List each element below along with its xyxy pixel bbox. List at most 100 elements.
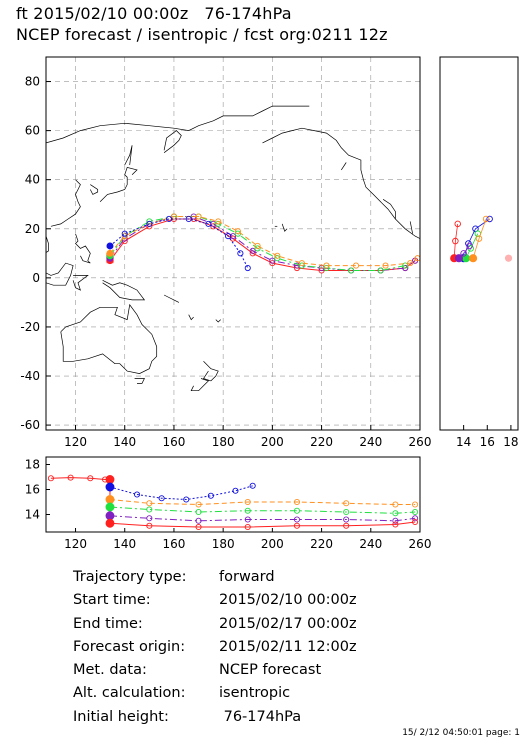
timestamp-footer: 15/ 2/12 04:50:01 page: 1 [402,728,520,738]
x-tick-label: 160 [162,435,185,449]
y-tick-label: 40 [25,173,40,187]
height-point-purple [392,517,399,524]
trajectory-point-green [274,255,281,262]
height-point-red [343,522,350,529]
x-tick-label: 140 [113,435,136,449]
height-point-red [87,475,94,482]
height-point-orange [244,498,251,506]
height-point-green [105,502,115,512]
trajectory-line-red [109,218,416,271]
height-point-blue [105,482,115,492]
height-point-green [293,507,301,514]
coastline [341,162,347,171]
start-point-orange [106,249,114,257]
side-point-purple [454,254,463,263]
info-label: Met. data: [73,662,147,679]
trajectory-point-red [210,223,217,230]
info-row: Trajectory type: forward [73,566,357,589]
height-panel-axes: 120 140 160 180 200 220 240 260 14 16 18 [25,458,432,551]
height-point-green [343,508,350,516]
coastline [124,145,133,166]
height-point-red [195,523,202,531]
y-tick-label: 60 [25,124,40,138]
height-point-orange [146,500,153,507]
trajectory-point-orange [382,262,389,269]
height-x-tick-label: 180 [212,537,235,550]
trajectory-point-blue [165,215,173,223]
height-point-orange [195,501,202,508]
height-point-green [146,506,153,513]
height-point-purple [293,516,301,523]
info-value: isentropic [219,685,291,702]
trajectory-point-orange [234,228,241,235]
x-tick-label: 260 [409,435,432,449]
coastline [50,179,81,227]
y-tick-label: -40 [20,369,40,383]
side-x-tick-label: 18 [503,435,518,449]
height-x-tick-label: 120 [64,537,87,550]
height-point-green [412,508,419,516]
x-tick-label: 240 [359,435,382,449]
info-value: 2015/02/17 00:00z [219,615,357,632]
trajectory-map-panel: 120 140 160 180 200 220 240 260 -60 -40 -20 0 20 40 60… [20,56,519,449]
info-label: Forecast origin: [73,638,186,655]
trajectory-point-orange [407,260,414,267]
trajectory-point-green [254,245,261,252]
height-point-red [293,522,301,529]
info-row: Alt. calculation: isentropic [73,682,357,705]
trajectory-point-green [402,262,409,269]
height-profile-panel: 120 140 160 180 200 220 240 260 14 16 18 [25,456,432,551]
info-row: Start time: 2015/02/10 00:00z [73,589,357,612]
height-point-blue [249,482,256,489]
trajectory-point-orange [254,242,261,250]
coastline [75,233,91,264]
coastline [215,319,221,323]
side-panel-axes: 14 16 18 [456,425,519,449]
trajectory-point-orange [298,260,305,267]
coastline [60,303,158,374]
side-start-marker [504,254,513,262]
trajectory-point-blue [185,215,192,223]
height-point-blue [207,492,214,499]
coastline [163,130,182,153]
coastline [281,223,288,232]
height-point-green [195,508,202,516]
height-point-purple [343,516,350,523]
height-point-purple [105,511,115,521]
trajectory-line-orange [109,216,418,267]
coastline [102,279,146,301]
trajectory-point-orange [121,233,128,240]
height-point-orange [343,500,350,507]
trajectory-point-orange [352,262,360,269]
y-tick-label: 80 [25,75,40,89]
height-point-red [67,474,74,481]
trajectory-point-blue [146,220,153,227]
x-tick-label: 120 [64,435,87,449]
height-lines [47,474,419,531]
height-point-green [244,507,251,514]
info-value: 2015/02/11 12:00z [219,638,357,655]
coastline [134,378,145,384]
trajectory-point-green [377,267,384,274]
side-point-orange [475,235,483,242]
trajectory-point-red [269,260,276,267]
map-frame [45,56,421,431]
side-point-purple [466,242,473,250]
trajectory-point-blue [237,250,244,257]
height-line-orange [109,499,416,506]
chart-title-line2: NCEP forecast / isentropic / fcst org:02… [16,25,388,44]
height-point-orange [105,495,115,504]
height-line-green [109,506,416,514]
coastline [202,361,219,382]
trajectory-point-blue [205,220,212,227]
coastline [382,199,396,219]
coastline [262,127,420,239]
side-line-red [453,223,459,259]
info-label: End time: [73,615,143,632]
x-tick-label: 200 [261,435,284,449]
coastline [99,166,138,203]
info-label: Start time: [73,592,151,609]
height-x-tick-label: 200 [261,537,284,550]
coastline [190,378,210,392]
height-point-red [47,475,54,482]
